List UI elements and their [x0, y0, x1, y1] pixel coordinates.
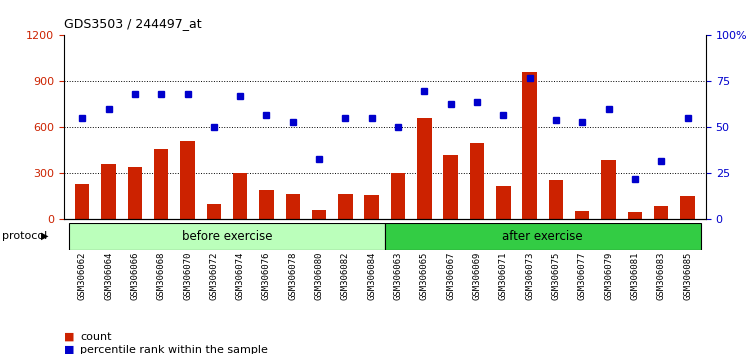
Text: protocol: protocol	[2, 231, 47, 241]
Text: count: count	[80, 332, 112, 342]
Bar	[496, 187, 511, 219]
Bar	[575, 211, 590, 219]
Bar	[128, 167, 142, 219]
Bar	[417, 118, 432, 219]
Text: GDS3503 / 244497_at: GDS3503 / 244497_at	[64, 17, 201, 30]
Text: GSM306069: GSM306069	[472, 251, 481, 299]
Text: percentile rank within the sample: percentile rank within the sample	[80, 345, 268, 354]
Text: GSM306077: GSM306077	[578, 251, 587, 299]
Bar	[385, 223, 701, 250]
Bar	[391, 173, 406, 219]
Text: after exercise: after exercise	[502, 230, 583, 243]
Text: GSM306083: GSM306083	[656, 251, 665, 299]
Text: GSM306074: GSM306074	[236, 251, 245, 299]
Text: GSM306081: GSM306081	[630, 251, 639, 299]
Bar	[259, 190, 273, 219]
Bar	[602, 160, 616, 219]
Bar	[233, 173, 247, 219]
Bar	[75, 184, 89, 219]
Bar	[338, 194, 353, 219]
Bar	[101, 164, 116, 219]
Text: GSM306078: GSM306078	[288, 251, 297, 299]
Bar	[549, 179, 563, 219]
Text: GSM306082: GSM306082	[341, 251, 350, 299]
Text: GSM306073: GSM306073	[525, 251, 534, 299]
Text: GSM306064: GSM306064	[104, 251, 113, 299]
Text: GSM306062: GSM306062	[78, 251, 87, 299]
Text: GSM306076: GSM306076	[262, 251, 271, 299]
Text: GSM306072: GSM306072	[210, 251, 219, 299]
Text: GSM306071: GSM306071	[499, 251, 508, 299]
Bar	[523, 72, 537, 219]
Text: GSM306070: GSM306070	[183, 251, 192, 299]
Text: GSM306080: GSM306080	[315, 251, 324, 299]
Bar	[69, 223, 385, 250]
Text: GSM306066: GSM306066	[131, 251, 140, 299]
Bar	[364, 195, 379, 219]
Text: GSM306084: GSM306084	[367, 251, 376, 299]
Text: GSM306067: GSM306067	[446, 251, 455, 299]
Text: GSM306079: GSM306079	[604, 251, 613, 299]
Text: ■: ■	[64, 332, 74, 342]
Text: ■: ■	[64, 345, 74, 354]
Text: ▶: ▶	[41, 231, 49, 241]
Bar	[312, 210, 327, 219]
Bar	[285, 194, 300, 219]
Bar	[207, 204, 221, 219]
Text: GSM306075: GSM306075	[551, 251, 560, 299]
Text: GSM306068: GSM306068	[157, 251, 166, 299]
Text: GSM306085: GSM306085	[683, 251, 692, 299]
Text: GSM306065: GSM306065	[420, 251, 429, 299]
Bar	[443, 155, 458, 219]
Text: before exercise: before exercise	[182, 230, 273, 243]
Bar	[654, 206, 668, 219]
Bar	[154, 149, 168, 219]
Bar	[470, 143, 484, 219]
Bar	[680, 196, 695, 219]
Bar	[180, 141, 195, 219]
Text: GSM306063: GSM306063	[394, 251, 403, 299]
Bar	[628, 212, 642, 219]
